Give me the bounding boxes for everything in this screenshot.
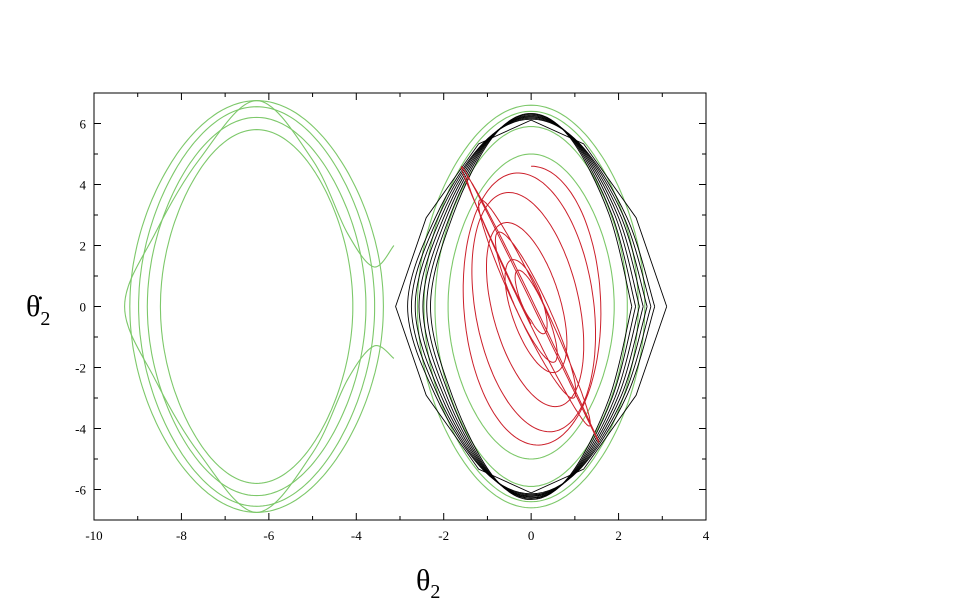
y-tick-label: 4: [80, 178, 87, 193]
x-tick-label: -2: [438, 528, 449, 543]
x-tick-label: 4: [703, 528, 710, 543]
y-tick-label: 0: [80, 300, 87, 315]
chaotic-trajectory: [430, 112, 633, 501]
chaotic-trajectory: [407, 118, 656, 495]
tick-labels: -10 -8 -6 -4 -2 0 2 4 -6 -4 -2 0 2 4 6: [75, 117, 710, 544]
y-tick-label: -4: [75, 422, 86, 437]
y-axis-label: θ̇2: [26, 290, 50, 330]
green-orbit: [146, 116, 367, 497]
red-trajectory: [460, 165, 602, 446]
green-orbit: [447, 153, 615, 460]
y-tick-label: 2: [80, 239, 87, 254]
chaotic-trajectory: [414, 116, 648, 497]
chaotic-trajectory: [426, 113, 637, 500]
y-tick-label: 6: [80, 117, 87, 132]
green-orbit: [138, 106, 376, 507]
x-axis-label: θ2: [416, 564, 440, 603]
green-orbit: [423, 110, 639, 503]
chaotic-trajectory: [410, 117, 652, 496]
separatrix-curve: [124, 100, 395, 513]
green-orbit: [159, 129, 354, 484]
x-tick-label: 2: [615, 528, 622, 543]
x-tick-label: -10: [85, 528, 102, 543]
x-tick-label: -6: [263, 528, 274, 543]
axis-ticks: [93, 92, 707, 521]
x-tick-label: 0: [528, 528, 535, 543]
chaotic-trajectory: [418, 115, 644, 498]
chaotic-trajectory: [422, 114, 640, 499]
green-orbit: [416, 104, 646, 509]
chaotic-trajectory: [395, 119, 668, 494]
x-tick-label: -8: [176, 528, 187, 543]
plot-curves: [124, 100, 668, 513]
green-orbit: [434, 125, 628, 487]
green-orbit: [129, 100, 384, 513]
x-tick-label: -4: [351, 528, 362, 543]
y-tick-label: -2: [75, 361, 86, 376]
y-tick-label: -6: [75, 483, 86, 498]
